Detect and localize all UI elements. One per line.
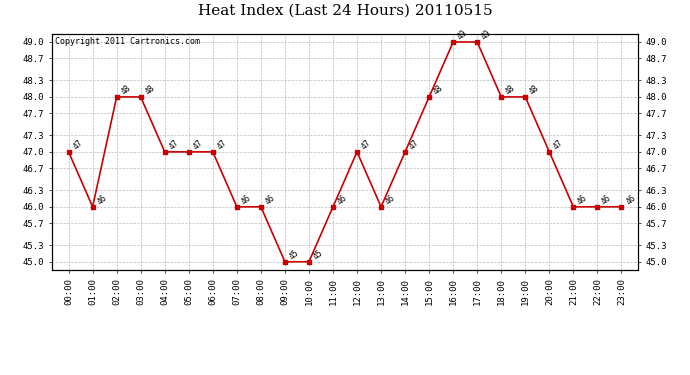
Text: 47: 47 [408, 138, 421, 151]
Text: 46: 46 [384, 193, 397, 206]
Text: 45: 45 [288, 248, 301, 261]
Text: 49: 49 [480, 28, 493, 41]
Text: 46: 46 [336, 193, 349, 206]
Text: 47: 47 [168, 138, 181, 151]
Text: Heat Index (Last 24 Hours) 20110515: Heat Index (Last 24 Hours) 20110515 [198, 4, 492, 18]
Text: 46: 46 [576, 193, 589, 206]
Text: 49: 49 [456, 28, 469, 41]
Text: 45: 45 [312, 248, 325, 261]
Text: 48: 48 [144, 83, 157, 96]
Text: 46: 46 [95, 193, 108, 206]
Text: 47: 47 [215, 138, 229, 151]
Text: 47: 47 [552, 138, 565, 151]
Text: 48: 48 [528, 83, 541, 96]
Text: 46: 46 [600, 193, 613, 206]
Text: 47: 47 [71, 138, 85, 151]
Text: 48: 48 [119, 83, 132, 96]
Text: 48: 48 [504, 83, 518, 96]
Text: 47: 47 [359, 138, 373, 151]
Text: 46: 46 [264, 193, 277, 206]
Text: Copyright 2011 Cartronics.com: Copyright 2011 Cartronics.com [55, 37, 199, 46]
Text: 48: 48 [432, 83, 445, 96]
Text: 46: 46 [624, 193, 638, 206]
Text: 47: 47 [192, 138, 205, 151]
Text: 46: 46 [239, 193, 253, 206]
